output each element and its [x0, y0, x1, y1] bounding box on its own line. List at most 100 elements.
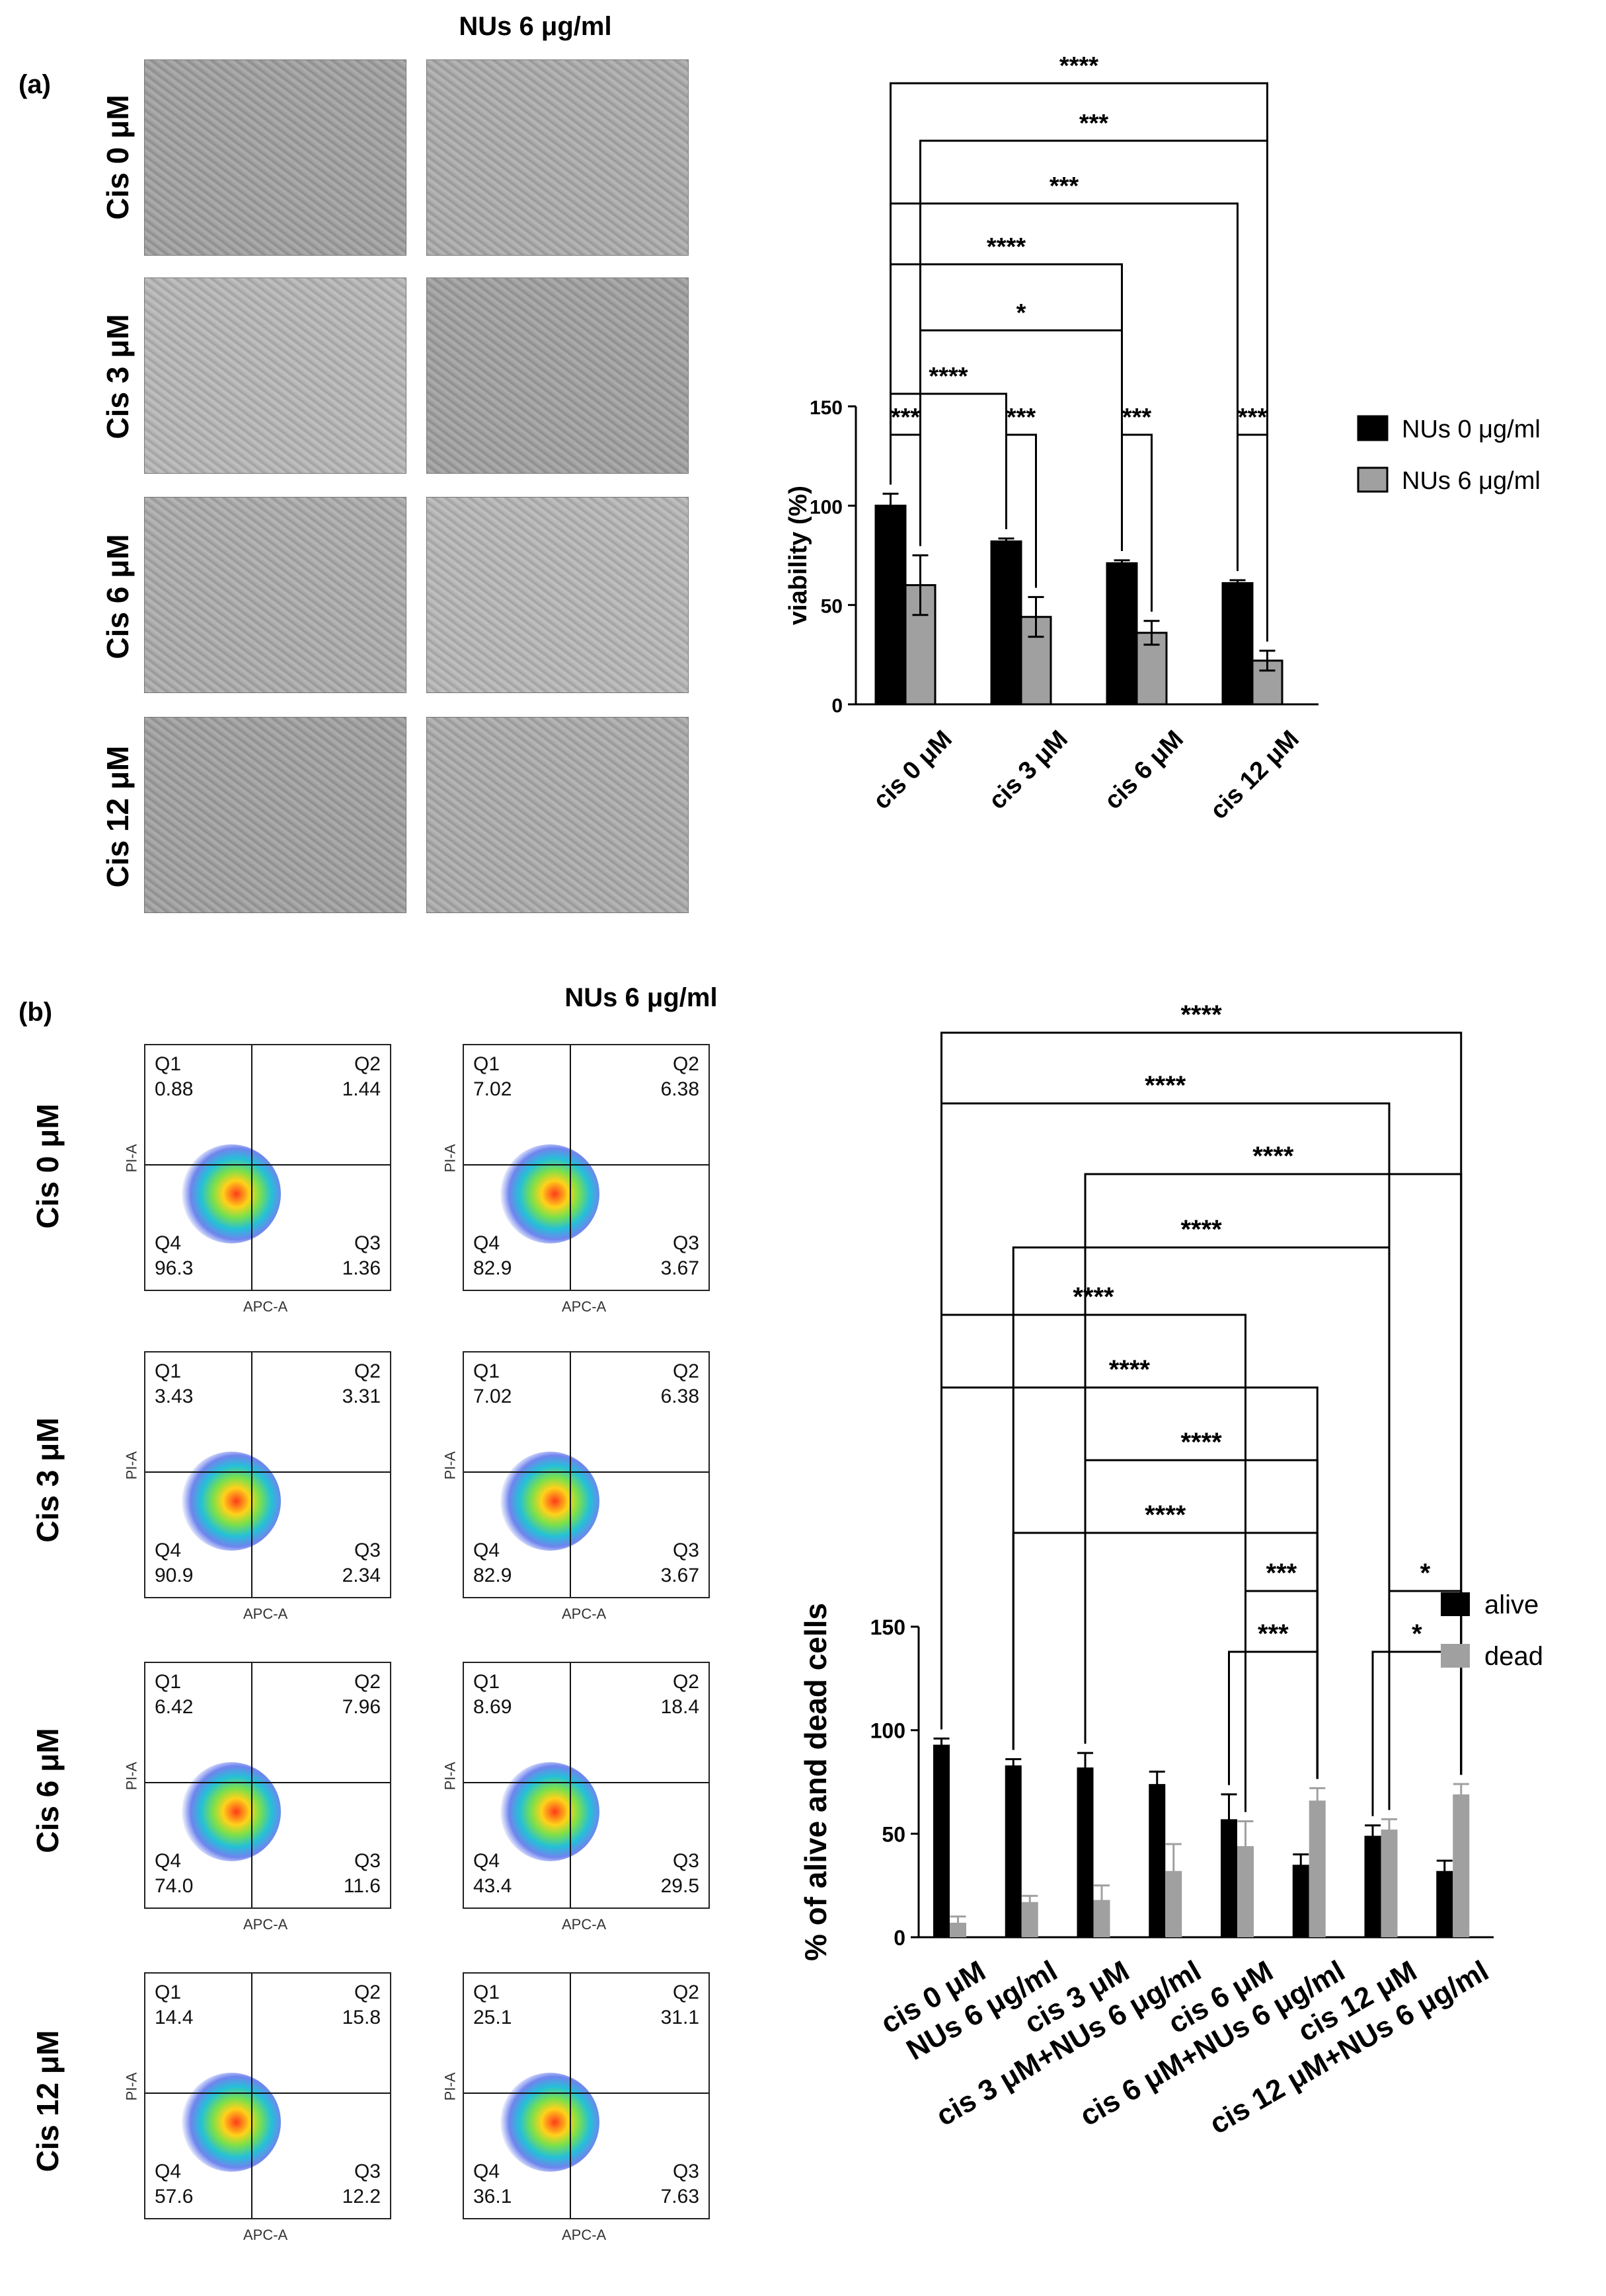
quadrant-percentage: 18.4	[660, 1695, 699, 1718]
quadrant-name: Q3	[354, 1539, 381, 1561]
quadrant-percentage: 7.63	[660, 2185, 699, 2207]
y-tick-label: 150	[810, 397, 843, 419]
quadrant-name: Q4	[473, 1539, 500, 1561]
quadrant-percentage: 31.1	[660, 2006, 699, 2028]
quadrant-name: Q2	[672, 1053, 699, 1075]
panel-b-label: (b)	[19, 998, 53, 1027]
significance-label: ****	[1180, 1215, 1222, 1244]
quadrant-name: Q3	[672, 1850, 699, 1872]
flow-y-axis-title: PI-A	[123, 2072, 140, 2101]
panel-b-row-label: Cis 3 μM	[30, 1417, 65, 1543]
quadrant-percentage: 74.0	[155, 1874, 194, 1897]
significance-bracket	[890, 82, 1268, 642]
significance-label: *	[1420, 1559, 1431, 1588]
bar	[1221, 582, 1254, 706]
micrograph-image	[426, 497, 689, 693]
bar	[933, 1744, 950, 1937]
significance-label: ****	[1073, 1282, 1114, 1312]
micrograph-image	[144, 59, 406, 256]
y-tick-label: 150	[870, 1615, 905, 1639]
panel-a-column-title: NUs 6 μg/ml	[459, 12, 612, 41]
scatter-density	[182, 1452, 281, 1551]
flow-plot: Q1 7.02 Q2 6.38 Q4 82.9 Q3 3.67	[463, 1044, 710, 1291]
quadrant-divider-vertical	[570, 1045, 571, 1290]
quadrant-name: Q4	[155, 2161, 182, 2182]
panel-b-row-label: Cis 6 μM	[30, 1728, 65, 1853]
quadrant-name: Q1	[473, 1360, 500, 1382]
panel-a-row-label: Cis 6 μM	[100, 534, 135, 659]
scatter-density	[182, 2073, 281, 2172]
quadrant-q1-label: Q1 6.42	[155, 1670, 193, 1719]
quadrant-q3-label: Q3 2.34	[342, 1538, 381, 1588]
significance-bracket	[1371, 1650, 1463, 1816]
quadrant-percentage: 36.1	[473, 2185, 512, 2207]
legend-swatch	[1357, 466, 1389, 493]
y-tick-label: 50	[882, 1822, 905, 1846]
bar	[1149, 1784, 1166, 1937]
panel-b-row-label: Cis 12 μM	[30, 2030, 65, 2172]
legend-label: NUs 0 μg/ml	[1402, 416, 1541, 443]
significance-bracket	[1084, 1173, 1463, 1775]
quadrant-percentage: 7.02	[473, 1078, 512, 1100]
significance-bracket	[1012, 1246, 1391, 1810]
flow-x-axis-title: APC-A	[562, 1298, 607, 1315]
scatter-density	[500, 1144, 599, 1243]
panel-a-row-label: Cis 3 μM	[100, 314, 135, 439]
bar	[1381, 1830, 1398, 1937]
bar	[1251, 659, 1283, 706]
quadrant-divider-horizontal	[145, 1471, 390, 1473]
significance-label: ****	[1059, 52, 1098, 80]
quadrant-name: Q4	[473, 1232, 500, 1254]
quadrant-percentage: 82.9	[473, 1564, 512, 1586]
scatter-density	[182, 1144, 281, 1243]
quadrant-name: Q2	[354, 1360, 381, 1382]
quadrant-q4-label: Q4 82.9	[473, 1231, 512, 1280]
significance-label: ****	[1180, 1428, 1222, 1457]
panel-a-row-label: Cis 12 μM	[100, 745, 135, 888]
flow-y-axis-title: PI-A	[123, 1761, 140, 1791]
quadrant-percentage: 90.9	[155, 1564, 194, 1586]
quadrant-q3-label: Q3 1.36	[342, 1231, 381, 1280]
quadrant-name: Q4	[473, 1850, 500, 1872]
quadrant-name: Q1	[155, 1360, 182, 1382]
legend-label: dead	[1484, 1642, 1543, 1671]
quadrant-name: Q3	[672, 1232, 699, 1254]
quadrant-name: Q2	[672, 1981, 699, 2003]
quadrant-q1-label: Q1 7.02	[473, 1052, 512, 1101]
bar	[1364, 1835, 1381, 1937]
quadrant-divider-horizontal	[145, 1164, 390, 1166]
bar	[1436, 1870, 1453, 1937]
quadrant-percentage: 3.67	[660, 1564, 699, 1586]
scatter-density	[500, 2073, 599, 2172]
quadrant-percentage: 3.43	[155, 1385, 194, 1407]
panel-b-column-title: NUs 6 μg/ml	[564, 983, 718, 1012]
quadrant-name: Q1	[155, 1053, 182, 1075]
quadrant-divider-vertical	[570, 1663, 571, 1907]
quadrant-divider-vertical	[251, 1974, 252, 2218]
bar	[1309, 1800, 1326, 1937]
x-tick-label: cis 3 μM	[983, 725, 1073, 815]
y-tick-label: 100	[810, 496, 843, 518]
quadrant-percentage: 7.96	[342, 1695, 381, 1718]
quadrant-percentage: 6.38	[660, 1078, 699, 1100]
significance-bracket	[940, 1386, 1319, 1779]
quadrant-q2-label: Q2 6.38	[661, 1359, 699, 1409]
quadrant-q4-label: Q4 90.9	[155, 1538, 193, 1588]
quadrant-name: Q4	[155, 1232, 182, 1254]
quadrant-percentage: 29.5	[660, 1874, 699, 1897]
significance-label: ***	[1050, 172, 1079, 200]
quadrant-q1-label: Q1 14.4	[155, 1980, 193, 2030]
quadrant-divider-vertical	[570, 1352, 571, 1597]
significance-label: ***	[1007, 404, 1036, 431]
significance-bracket	[919, 139, 1268, 642]
quadrant-q4-label: Q4 74.0	[155, 1849, 193, 1898]
quadrant-name: Q4	[473, 2161, 500, 2182]
quadrant-q2-label: Q2 18.4	[661, 1670, 699, 1719]
bar	[950, 1923, 966, 1937]
quadrant-q2-label: Q2 7.96	[342, 1670, 381, 1719]
quadrant-percentage: 8.69	[473, 1695, 512, 1718]
panel-a-row-label: Cis 0 μM	[100, 94, 135, 220]
quadrant-name: Q2	[354, 1981, 381, 2003]
quadrant-name: Q2	[354, 1671, 381, 1693]
